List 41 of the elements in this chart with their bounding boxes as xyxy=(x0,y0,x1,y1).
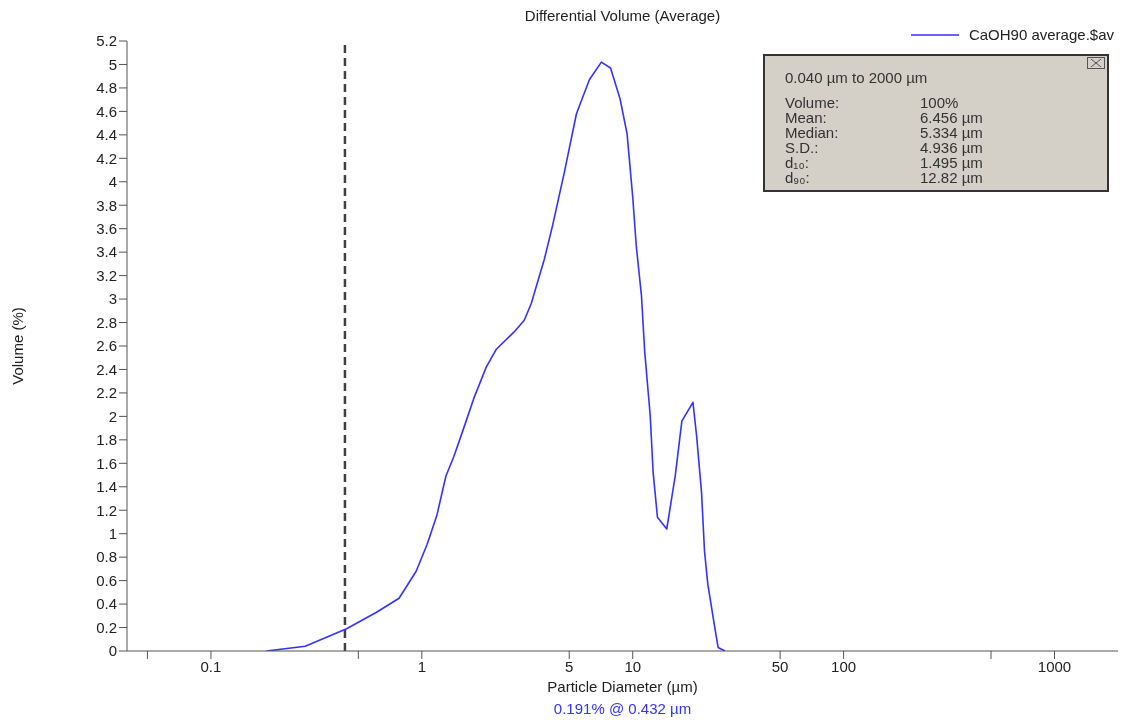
y-tick-label: 0.8 xyxy=(96,548,117,566)
y-tick-label: 3.6 xyxy=(96,220,117,238)
legend-label: CaOH90 average.$av xyxy=(968,26,1114,43)
y-tick-label: 0.2 xyxy=(96,618,117,636)
y-tick-label: 3.8 xyxy=(96,196,117,214)
y-tick-label: 3.4 xyxy=(96,243,117,261)
y-tick-label: 2.4 xyxy=(96,360,117,378)
y-tick-label: 3.2 xyxy=(96,266,117,284)
x-tick-label: 10 xyxy=(624,657,642,675)
y-tick-label: 4.4 xyxy=(96,126,117,144)
x-axis-title: Particle Diameter (µm) xyxy=(546,678,699,695)
x-tick-label: 1 xyxy=(417,657,426,675)
info-panel: 0.040 µm to 2000 µm Volume: 100% Mean: 6.456 µm Median: 5.334 µm S.D.: 4.936 µm d₁₀: 1.495 µm d₉₀: 12.82 µm xyxy=(763,54,1109,192)
y-tick-label: 1.8 xyxy=(96,431,117,449)
y-tick-label: 1.6 xyxy=(96,454,117,472)
y-tick-label: 0 xyxy=(108,642,117,660)
annotation: 0.040 µm to 2000 µm xyxy=(785,69,928,86)
y-tick-label: 2 xyxy=(108,407,117,425)
y-axis-title: Volume (%) xyxy=(9,307,27,385)
y-tick-label: 0.4 xyxy=(96,595,117,613)
y-tick-label: 1.4 xyxy=(96,478,117,496)
y-tick-label: 4 xyxy=(108,173,117,191)
y-tick-label: 4.2 xyxy=(96,149,117,167)
text: 0.191% @ 0.432 µm xyxy=(552,700,693,717)
chart-title: Differential Volume (Average) xyxy=(523,7,722,24)
y-tick-label: 2.6 xyxy=(96,337,117,355)
x-tick-label: 100 xyxy=(831,657,857,675)
y-tick-label: 1 xyxy=(108,525,117,543)
y-tick-label: 1.2 xyxy=(96,501,117,519)
y-tick-label: 4.6 xyxy=(96,102,117,120)
y-tick-label: 0.6 xyxy=(96,571,117,589)
y-tick-label: 2.8 xyxy=(96,313,117,331)
x-tick-label: 1000 xyxy=(1037,657,1072,675)
y-tick-label: 2.2 xyxy=(96,384,117,402)
y-tick-label: 5.2 xyxy=(96,32,117,50)
y-tick-label: 5 xyxy=(108,55,117,73)
y-tick-label: 4.8 xyxy=(96,79,117,97)
x-tick-label: 0.1 xyxy=(200,657,222,675)
x-tick-label: 50 xyxy=(771,657,789,675)
x-tick-label: 5 xyxy=(565,657,574,675)
y-tick-label: 3 xyxy=(108,290,117,308)
